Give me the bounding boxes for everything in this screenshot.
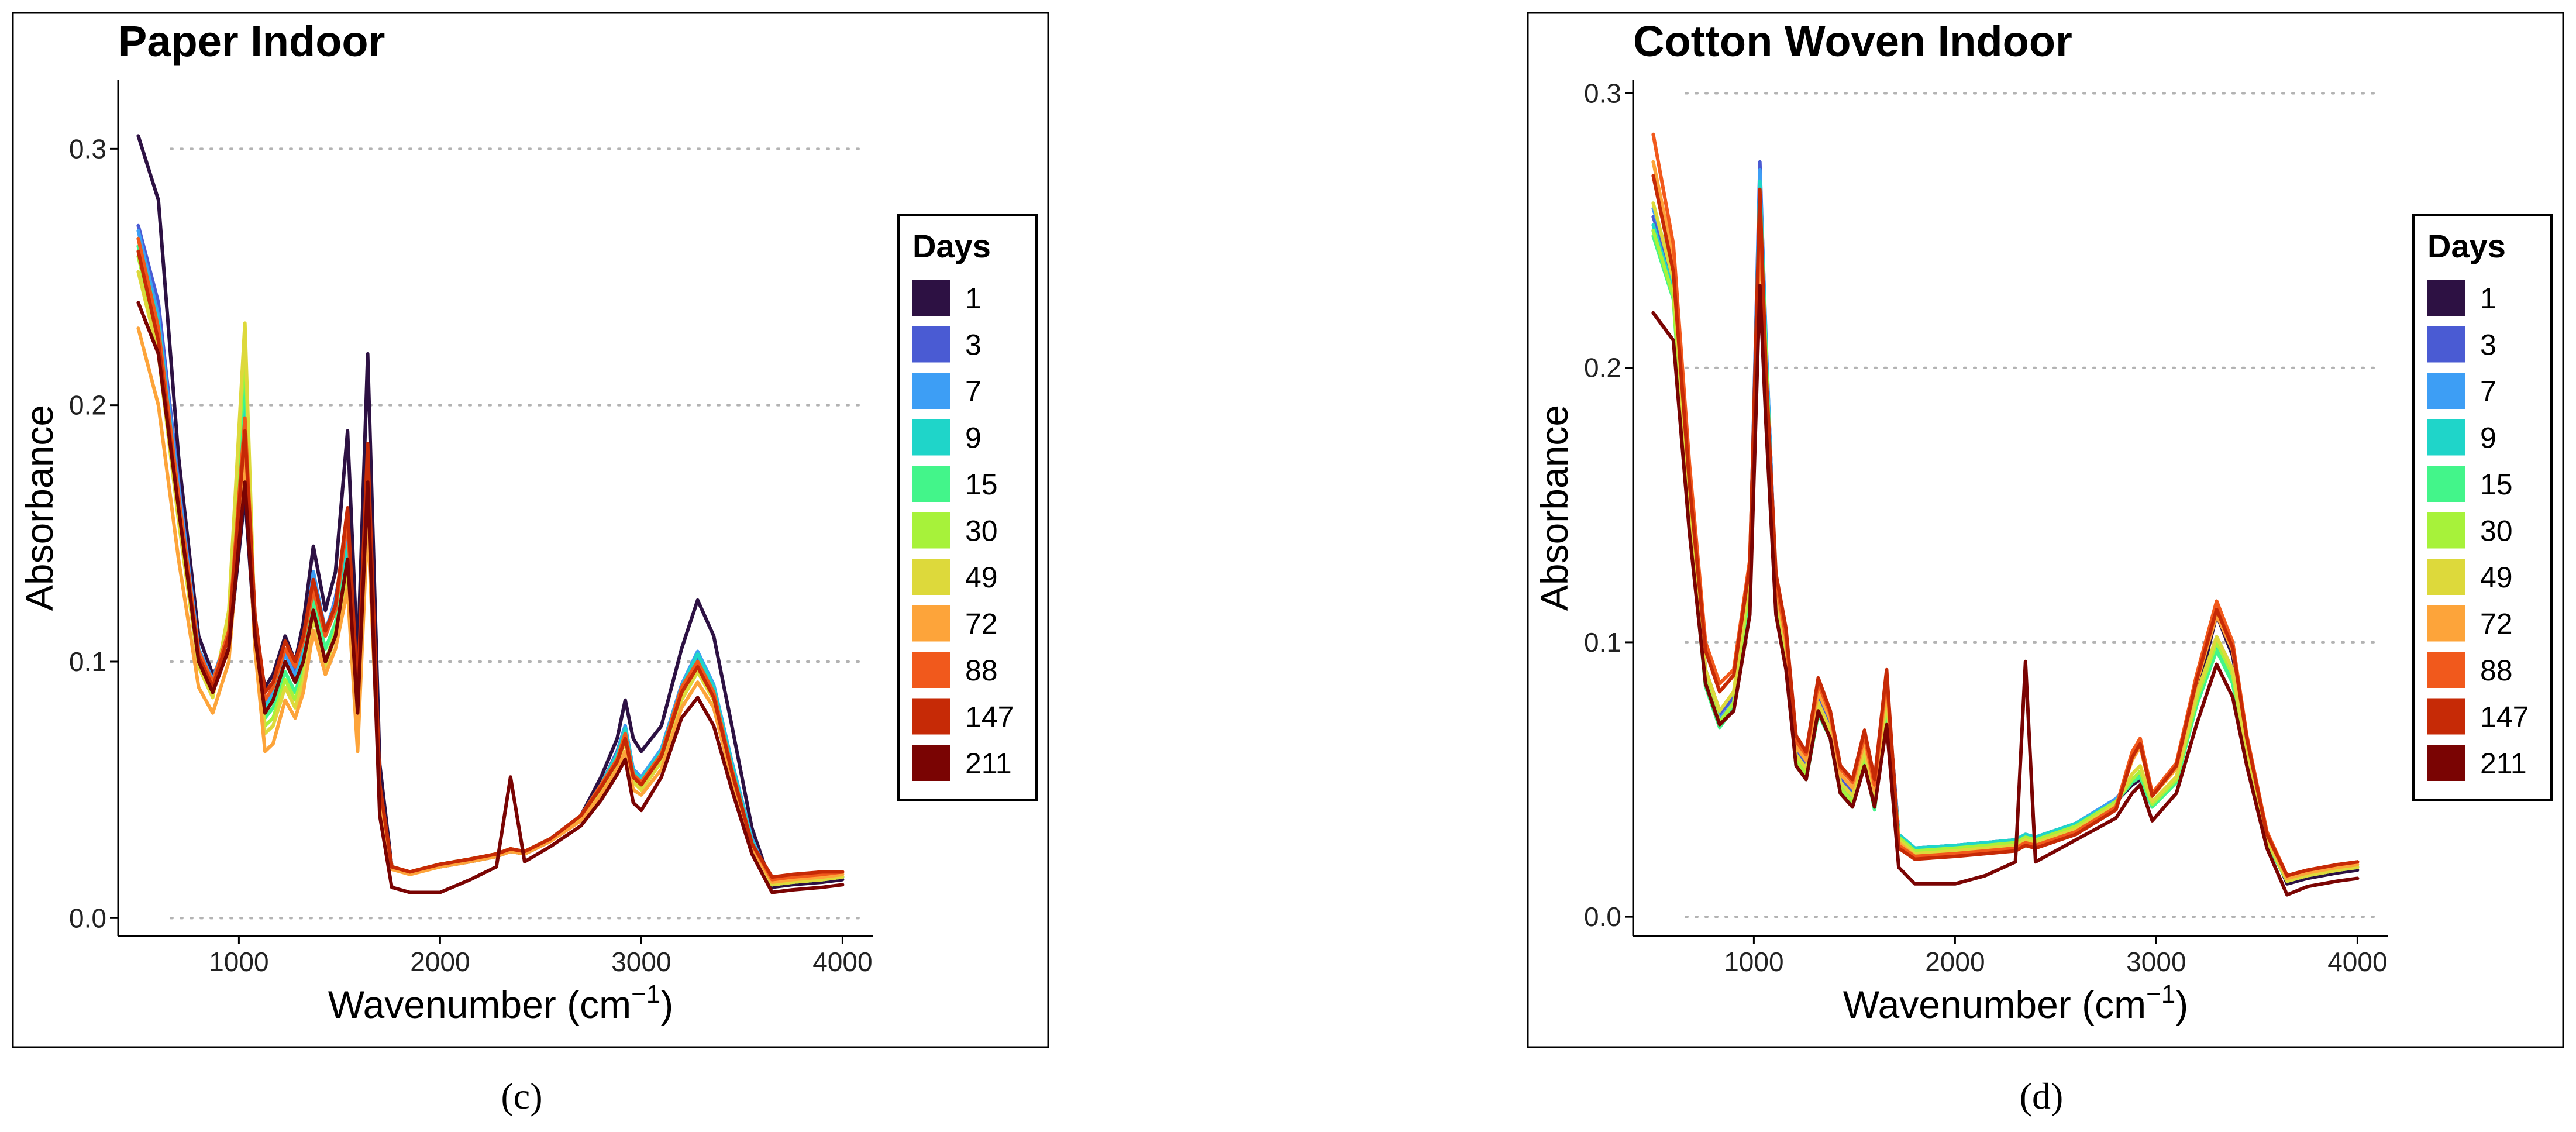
series-layer	[136, 134, 845, 894]
x-tick-label: 4000	[2327, 947, 2387, 977]
legend-swatch-day-49	[2427, 559, 2465, 595]
legend-label-day-1: 1	[2480, 282, 2496, 315]
y-tick-label: 0.1	[1584, 627, 1621, 658]
x-tick-label: 3000	[611, 947, 671, 977]
legend-label-day-9: 9	[965, 422, 982, 455]
legend-label-day-9: 9	[2480, 422, 2496, 455]
x-axis-title-main: Wavenumber (cm	[1843, 983, 2146, 1026]
legend-swatch-day-88	[2427, 652, 2465, 688]
legend-swatch-day-1	[912, 280, 950, 316]
legend-swatch-day-3	[2427, 326, 2465, 363]
legend-swatch-day-7	[912, 373, 950, 409]
panel-frame	[12, 12, 1049, 1048]
x-tick-label: 1000	[209, 947, 268, 977]
legend-label-day-88: 88	[2480, 654, 2513, 687]
legend-swatch-day-30	[912, 512, 950, 549]
y-tick-label: 0.1	[69, 646, 106, 677]
legend-items: 1 3 7 9 15 30 49 72 88 147 211	[912, 280, 1014, 781]
y-tick-label: 0.2	[69, 390, 106, 421]
y-tick-label: 0.3	[69, 133, 106, 164]
panel-paper-indoor: Paper Indoor Absorbance Wavenumber (cm−1…	[12, 12, 1049, 1117]
series-line-day-147	[136, 249, 845, 879]
x-axis-title-superscript: −1	[2146, 980, 2175, 1009]
x-tick-label: 1000	[1724, 947, 1783, 977]
series-line-day-72	[136, 326, 845, 884]
legend-label-day-147: 147	[965, 701, 1014, 734]
legend-title: Days	[2427, 228, 2506, 264]
series-layer	[1651, 132, 2360, 897]
y-axis-title: Absorbance	[1532, 405, 1576, 611]
legend-label-day-147: 147	[2480, 701, 2529, 734]
axis-layer: 1000 2000 3000 4000 0.0 0.1 0.2 0.3	[69, 80, 873, 977]
series-line-day-211	[1651, 283, 2360, 897]
legend-swatch-day-147	[912, 698, 950, 735]
x-axis-title: Wavenumber (cm−1)	[328, 980, 674, 1026]
legend-swatch-day-7	[2427, 373, 2465, 409]
legend-title: Days	[912, 228, 991, 264]
axis-layer: 1000 2000 3000 4000 0.0 0.1 0.2 0.3	[1584, 78, 2388, 977]
x-tick-label: 3000	[2126, 947, 2186, 977]
legend: Days 1 3 7 9 15 30 49 72 88 147 211	[2412, 214, 2553, 801]
panel-frame	[1527, 12, 2564, 1048]
x-tick-label: 2000	[410, 947, 470, 977]
caption-d: (d)	[2020, 1075, 2064, 1117]
legend: Days 1 3 7 9 15 30 49 72 88 147 211	[897, 214, 1038, 801]
legend-label-day-7: 7	[2480, 375, 2496, 408]
legend-swatch-day-15	[2427, 466, 2465, 502]
legend-label-day-49: 49	[965, 561, 998, 594]
legend-swatch-day-30	[2427, 512, 2465, 549]
legend-label-day-211: 211	[965, 747, 1012, 780]
legend-swatch-day-72	[2427, 605, 2465, 642]
y-tick-label: 0.0	[69, 903, 106, 933]
legend-swatch-day-211	[2427, 745, 2465, 781]
legend-swatch-day-15	[912, 466, 950, 502]
legend-swatch-day-88	[912, 652, 950, 688]
chart-title: Cotton Woven Indoor	[1633, 17, 2072, 66]
legend-items: 1 3 7 9 15 30 49 72 88 147 211	[2427, 280, 2529, 781]
legend-label-day-72: 72	[2480, 608, 2513, 641]
legend-label-day-3: 3	[965, 329, 982, 362]
y-tick-label: 0.0	[1584, 902, 1621, 932]
x-tick-label: 4000	[812, 947, 872, 977]
legend-label-day-7: 7	[965, 375, 982, 408]
legend-swatch-day-72	[912, 605, 950, 642]
x-axis-title-superscript: −1	[631, 980, 660, 1009]
legend-label-day-211: 211	[2480, 747, 2527, 780]
y-axis-title: Absorbance	[18, 405, 61, 611]
legend-swatch-day-211	[912, 745, 950, 781]
panel-cotton-woven-indoor: Cotton Woven Indoor Absorbance Wavenumbe…	[1527, 12, 2564, 1117]
legend-label-day-49: 49	[2480, 561, 2513, 594]
grid-layer	[1685, 92, 2383, 918]
legend-label-day-72: 72	[965, 608, 998, 641]
series-line-day-147	[1651, 174, 2360, 878]
y-tick-label: 0.2	[1584, 353, 1621, 383]
x-axis-title-close: )	[660, 983, 673, 1026]
legend-label-day-3: 3	[2480, 329, 2496, 362]
grid-layer	[170, 147, 868, 920]
caption-c: (c)	[501, 1075, 542, 1117]
legend-swatch-day-1	[2427, 280, 2465, 316]
legend-label-day-30: 30	[965, 515, 998, 548]
x-axis-title-main: Wavenumber (cm	[328, 983, 631, 1026]
legend-swatch-day-9	[2427, 419, 2465, 456]
legend-swatch-day-9	[912, 419, 950, 456]
y-tick-label: 0.3	[1584, 78, 1621, 108]
legend-label-day-30: 30	[2480, 515, 2513, 548]
legend-label-day-15: 15	[2480, 468, 2513, 501]
legend-swatch-day-49	[912, 559, 950, 595]
legend-label-day-15: 15	[965, 468, 998, 501]
series-line-day-211	[136, 301, 845, 894]
x-axis-title: Wavenumber (cm−1)	[1843, 980, 2189, 1026]
legend-swatch-day-3	[912, 326, 950, 363]
legend-label-day-88: 88	[965, 654, 998, 687]
x-axis-title-close: )	[2175, 983, 2188, 1026]
x-tick-label: 2000	[1925, 947, 1985, 977]
legend-swatch-day-147	[2427, 698, 2465, 735]
legend-label-day-1: 1	[965, 282, 982, 315]
chart-title: Paper Indoor	[118, 17, 385, 66]
